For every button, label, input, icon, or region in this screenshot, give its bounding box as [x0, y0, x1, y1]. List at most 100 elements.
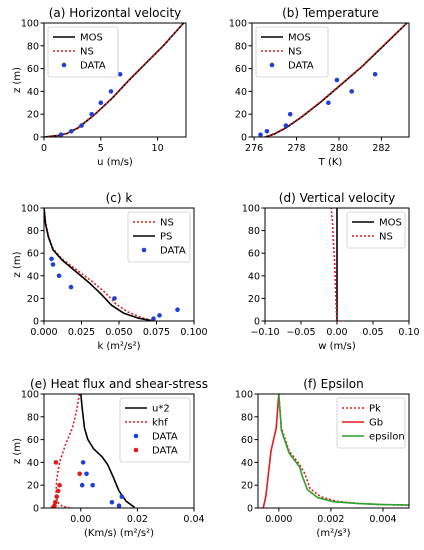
- data-point-DATA: [157, 313, 162, 318]
- data-point-DATA: [334, 77, 340, 83]
- data-point-DATA: [109, 500, 115, 505]
- panel-title: (a) Horizontal velocity: [49, 6, 182, 20]
- legend-swatch-dot: [61, 62, 67, 68]
- y-tick-label: 60: [241, 435, 253, 446]
- data-point-DATA: [69, 129, 74, 134]
- x-tick-label: 0.002: [317, 514, 344, 525]
- data-point-DATA: [90, 482, 95, 488]
- data-point-DATA: [349, 89, 355, 94]
- y-tick-label: 80: [27, 412, 39, 423]
- panel-title: (f) Epsilon: [303, 377, 363, 391]
- series-line-epsilon: [278, 394, 409, 506]
- legend-label: MOS: [288, 33, 311, 44]
- legend-label: Pk: [369, 404, 381, 415]
- data-point-DATA: [98, 100, 104, 106]
- legend-swatch-dot: [141, 247, 147, 253]
- legend-label: DATA: [152, 432, 178, 443]
- y-tick-label: 0: [33, 133, 39, 144]
- y-tick-label: 100: [21, 390, 39, 401]
- data-point-DATA: [108, 89, 114, 94]
- data-point-DATA: [151, 316, 156, 321]
- chart-panel-e: (e) Heat flux and shear-stress 0.00 0.02 0.…: [12, 377, 208, 539]
- plot-frame: [251, 22, 410, 138]
- x-tick-label: 0.004: [369, 514, 396, 525]
- x-tick-label: 0.05: [362, 327, 383, 338]
- data-point-DATA: [112, 296, 117, 301]
- data-point-DATA: [80, 460, 86, 465]
- legend-label: PS: [160, 232, 172, 243]
- legend-label: DATA: [152, 446, 178, 457]
- data-point-DATA: [372, 72, 378, 77]
- legend-label: NS: [379, 232, 393, 243]
- legend-label: DATA: [288, 61, 314, 72]
- chart-panel-d: (d) Vertical velocity −0.10 −0.05 0.00 0.05 0…: [242, 191, 420, 352]
- y-axis-label: z (m): [12, 438, 23, 464]
- legend: MOS NS DATA: [255, 26, 329, 78]
- data-point-DATA: [79, 123, 84, 128]
- x-tick-label: 280: [330, 143, 348, 154]
- x-tick-label: 276: [245, 143, 263, 154]
- y-tick-label: 20: [27, 294, 39, 305]
- legend-label: Gb: [369, 418, 383, 429]
- legend: Pk Gb epsilon: [336, 397, 406, 449]
- y-tick-label: 80: [27, 41, 39, 52]
- x-tick-label: 10: [152, 143, 164, 154]
- y-tick-label: 60: [27, 435, 39, 446]
- legend-swatch-dot: [133, 447, 139, 453]
- x-tick-label: 0.02: [127, 514, 148, 525]
- data-point-DATA: [117, 72, 123, 77]
- plot-frame: [257, 393, 410, 509]
- y-tick-label: 100: [229, 19, 247, 30]
- x-tick-label: 0.050: [105, 327, 132, 338]
- chart-panel-c: (c) k 0.000 0.025 0.050 0.075 0.100 0 20 40 60 80 1…: [12, 191, 208, 352]
- x-axis-label: T (K): [318, 157, 343, 168]
- plot-data: [50, 394, 136, 508]
- x-tick-label: 0.025: [68, 327, 95, 338]
- series-line-Gb: [262, 394, 280, 508]
- legend-label: DATA: [80, 61, 106, 72]
- data-point-DATA: [175, 307, 180, 313]
- data-point-DATA: [84, 471, 89, 477]
- data-point-DATA: [287, 111, 293, 117]
- chart-panel-f: (f) Epsilon 0.000 0.002 0.004 0 20 40 60 80 100 (m…: [235, 377, 410, 539]
- x-axis-label: (m²/s³): [316, 528, 350, 539]
- x-axis-label: w (m/s): [318, 341, 356, 352]
- y-tick-label: 40: [248, 271, 260, 282]
- y-tick-label: 60: [27, 249, 39, 260]
- x-tick-label: 282: [372, 143, 390, 154]
- legend-swatch-dot: [133, 433, 139, 439]
- legend-label: NS: [288, 47, 302, 58]
- plot-frame: [43, 393, 195, 509]
- legend: u*2 khf DATA DATA: [119, 397, 191, 463]
- data-point-DATA: [119, 494, 125, 499]
- legend: MOS NS: [346, 211, 406, 249]
- y-tick-label: 100: [21, 204, 39, 215]
- y-axis-label: z (m): [12, 251, 23, 277]
- data-point-DATA: [55, 488, 61, 494]
- y-tick-label: 40: [27, 87, 39, 98]
- y-tick-label: 0: [33, 504, 39, 515]
- x-axis-label: (Km/s) (m²/s²): [84, 528, 154, 539]
- data-point-DATA: [77, 471, 82, 477]
- plot-data: [258, 23, 408, 137]
- legend-box: [346, 211, 406, 249]
- y-axis-label: z (m): [12, 67, 23, 93]
- x-tick-label: 0.00: [326, 327, 347, 338]
- chart-panel-b: (b) Temperature 276 278 280 282 0 20 40 60 80 100 T…: [229, 6, 410, 168]
- panel-title: (d) Vertical velocity: [279, 191, 395, 205]
- plot-data: [330, 208, 338, 321]
- data-point-DATA: [50, 262, 56, 267]
- y-tick-label: 20: [241, 481, 253, 492]
- y-tick-label: 40: [235, 87, 247, 98]
- x-tick-label: −0.10: [250, 327, 279, 338]
- data-point-DATA: [68, 284, 74, 290]
- legend-label: u*2: [152, 404, 170, 415]
- y-tick-label: 20: [27, 110, 39, 121]
- data-point-DATA: [57, 482, 62, 488]
- data-point-DATA: [79, 482, 85, 488]
- legend-swatch-dot: [269, 62, 275, 68]
- series-line-PS: [44, 208, 151, 321]
- legend-label: MOS: [379, 218, 402, 229]
- x-tick-label: 278: [287, 143, 305, 154]
